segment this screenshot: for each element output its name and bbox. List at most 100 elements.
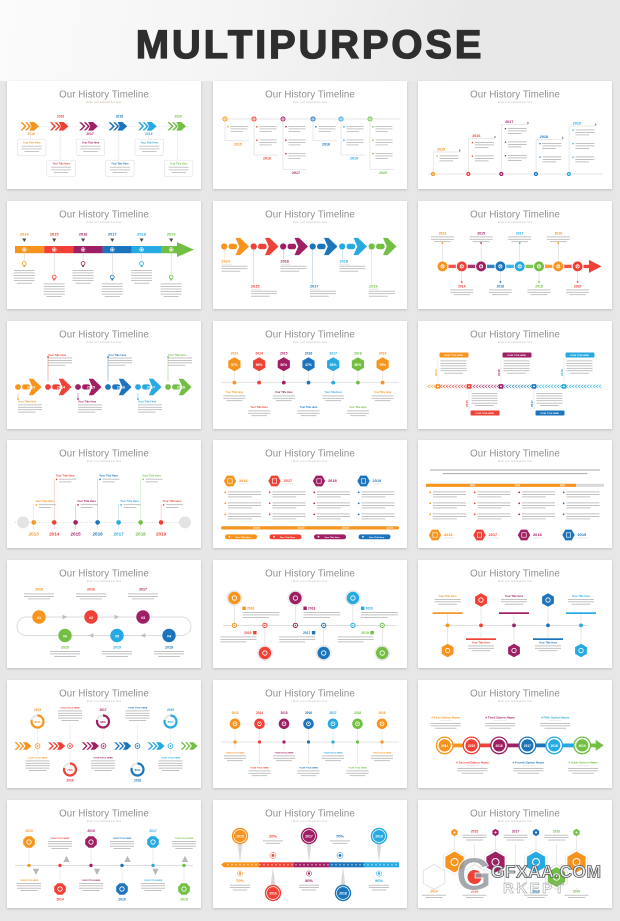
svg-text:2018: 2018 (340, 259, 348, 263)
svg-text:Your Title Here: Your Title Here (23, 141, 41, 144)
svg-text:2017: 2017 (292, 171, 300, 175)
svg-text:2014: 2014 (441, 744, 448, 748)
svg-text:2014: 2014 (57, 385, 66, 389)
svg-text:2013: 2013 (439, 232, 447, 236)
svg-text:2019: 2019 (573, 122, 581, 126)
svg-text:Our History Timeline: Our History Timeline (59, 89, 149, 100)
svg-text:2020: 2020 (175, 115, 183, 119)
svg-text:Your Title Here: Your Title Here (120, 499, 139, 503)
svg-text:2014: 2014 (20, 232, 29, 237)
svg-text:2016: 2016 (87, 588, 95, 592)
svg-text:2018: 2018 (551, 744, 558, 748)
svg-text:2019: 2019 (145, 132, 153, 136)
svg-text:YOUR TITLE HERE: YOUR TITLE HERE (348, 768, 367, 770)
svg-text:YOUR TITLE HERE: YOUR TITLE HERE (226, 753, 245, 755)
svg-text:2016: 2016 (118, 898, 126, 902)
svg-text:2019: 2019 (378, 711, 385, 715)
svg-text:2020: 2020 (61, 646, 69, 650)
svg-text:98%: 98% (100, 720, 106, 724)
svg-text:76%: 76% (67, 768, 73, 772)
svg-text:2016: 2016 (305, 352, 313, 356)
svg-text:2019: 2019 (369, 284, 377, 288)
svg-text:2015: 2015 (477, 232, 485, 236)
svg-text:# Fifth Option Name: # Fifth Option Name (541, 716, 570, 720)
svg-text:2016: 2016 (79, 232, 88, 237)
svg-text:# First Option Name: # First Option Name (431, 716, 460, 720)
svg-text:GFXAA.COM: GFXAA.COM (491, 862, 602, 882)
svg-text:2017: 2017 (108, 232, 117, 237)
svg-text:Enter your subhead line here: Enter your subhead line here (87, 459, 122, 463)
svg-text:Your Title Here: Your Title Here (572, 594, 591, 598)
svg-text:YOUR TITLE HERE: YOUR TITLE HERE (324, 753, 343, 755)
svg-text:2016: 2016 (66, 779, 73, 783)
svg-text:2016: 2016 (57, 115, 65, 119)
svg-text:2016: 2016 (269, 892, 277, 896)
svg-text:Your Title Here: Your Title Here (280, 536, 296, 539)
svg-text:2015: 2015 (280, 711, 287, 715)
svg-text:2017: 2017 (512, 830, 520, 834)
svg-text:47%: 47% (305, 363, 312, 367)
svg-text:2020: 2020 (366, 607, 374, 611)
svg-text:Our History Timeline: Our History Timeline (265, 89, 355, 100)
svg-text:YOUR TITLE HERE: YOUR TITLE HERE (299, 768, 318, 770)
svg-text:Enter your subhead line here: Enter your subhead line here (293, 699, 328, 703)
svg-text:Your Title Here: Your Title Here (472, 641, 491, 645)
svg-text:2014: 2014 (49, 531, 60, 536)
svg-text:2015: 2015 (50, 232, 59, 237)
svg-text:90%: 90% (375, 878, 383, 883)
svg-text:2018: 2018 (165, 646, 173, 650)
svg-text:2016: 2016 (247, 607, 255, 611)
svg-text:Enter your subhead line here: Enter your subhead line here (87, 220, 122, 224)
svg-text:Enter your subhead line here: Enter your subhead line here (498, 459, 533, 463)
svg-text:Enter your subhead line here: Enter your subhead line here (498, 220, 533, 224)
svg-text:Our History Timeline: Our History Timeline (470, 808, 560, 819)
svg-text:YOUR TITLE HERE: YOUR TITLE HERE (570, 355, 589, 357)
svg-text:YOUR TITLE HERE: YOUR TITLE HERE (475, 413, 494, 415)
svg-text:Our History Timeline: Our History Timeline (265, 808, 355, 819)
svg-text:2018: 2018 (532, 890, 540, 894)
svg-text:2018: 2018 (339, 892, 347, 896)
svg-text:G: G (456, 850, 492, 900)
svg-text:Our History Timeline: Our History Timeline (59, 688, 149, 699)
svg-text:Enter your subhead line here: Enter your subhead line here (293, 100, 328, 104)
svg-text:85%: 85% (168, 720, 174, 724)
svg-text:Enter your subhead line here: Enter your subhead line here (293, 579, 328, 583)
svg-text:YOUR TITLE HERE: YOUR TITLE HERE (28, 758, 48, 760)
svg-text:79%: 79% (379, 363, 386, 367)
svg-text:# Fourth Option Name: # Fourth Option Name (513, 761, 545, 765)
svg-text:#3: #3 (141, 616, 145, 620)
svg-text:2017: 2017 (284, 478, 293, 483)
svg-text:2018: 2018 (137, 232, 146, 237)
svg-text:2019: 2019 (375, 835, 383, 839)
svg-text:2017: 2017 (530, 400, 534, 407)
svg-text:2016: 2016 (444, 532, 453, 537)
svg-text:YOUR TITLE HERE: YOUR TITLE HERE (113, 838, 132, 840)
svg-text:Our History Timeline: Our History Timeline (470, 89, 560, 100)
svg-text:2013: 2013 (231, 352, 239, 356)
svg-text:YOUR TITLE HERE: YOUR TITLE HERE (540, 413, 559, 415)
svg-text:2019: 2019 (350, 157, 358, 161)
svg-text:Enter your subhead line here: Enter your subhead line here (87, 340, 122, 344)
svg-text:2019: 2019 (167, 708, 174, 712)
svg-text:Your Title Here: Your Title Here (82, 141, 100, 144)
svg-text:Our History Timeline: Our History Timeline (265, 688, 355, 699)
svg-text:2017: 2017 (329, 352, 337, 356)
svg-text:2016: 2016 (305, 711, 312, 715)
svg-text:Your Title Here: Your Title Here (324, 391, 342, 394)
svg-text:Our History Timeline: Our History Timeline (265, 448, 355, 459)
svg-text:2016: 2016 (281, 259, 289, 263)
svg-text:YOUR TITLE HERE: YOUR TITLE HERE (373, 753, 392, 755)
svg-text:2015: 2015 (236, 835, 244, 839)
svg-text:2017: 2017 (147, 385, 155, 389)
svg-text:85%: 85% (35, 720, 41, 724)
svg-text:2015: 2015 (471, 830, 479, 834)
svg-text:Enter your subhead line here: Enter your subhead line here (87, 699, 122, 703)
svg-text:YOUR TITLE HERE: YOUR TITLE HERE (144, 880, 163, 882)
svg-text:96%: 96% (256, 363, 263, 367)
svg-text:2013: 2013 (29, 531, 40, 536)
svg-text:#5: #5 (115, 634, 119, 638)
svg-text:Your Title Here: Your Title Here (168, 353, 187, 357)
svg-text:Your Title Here: Your Title Here (438, 594, 457, 598)
svg-text:Our History Timeline: Our History Timeline (59, 329, 149, 340)
svg-text:2018: 2018 (135, 531, 146, 536)
